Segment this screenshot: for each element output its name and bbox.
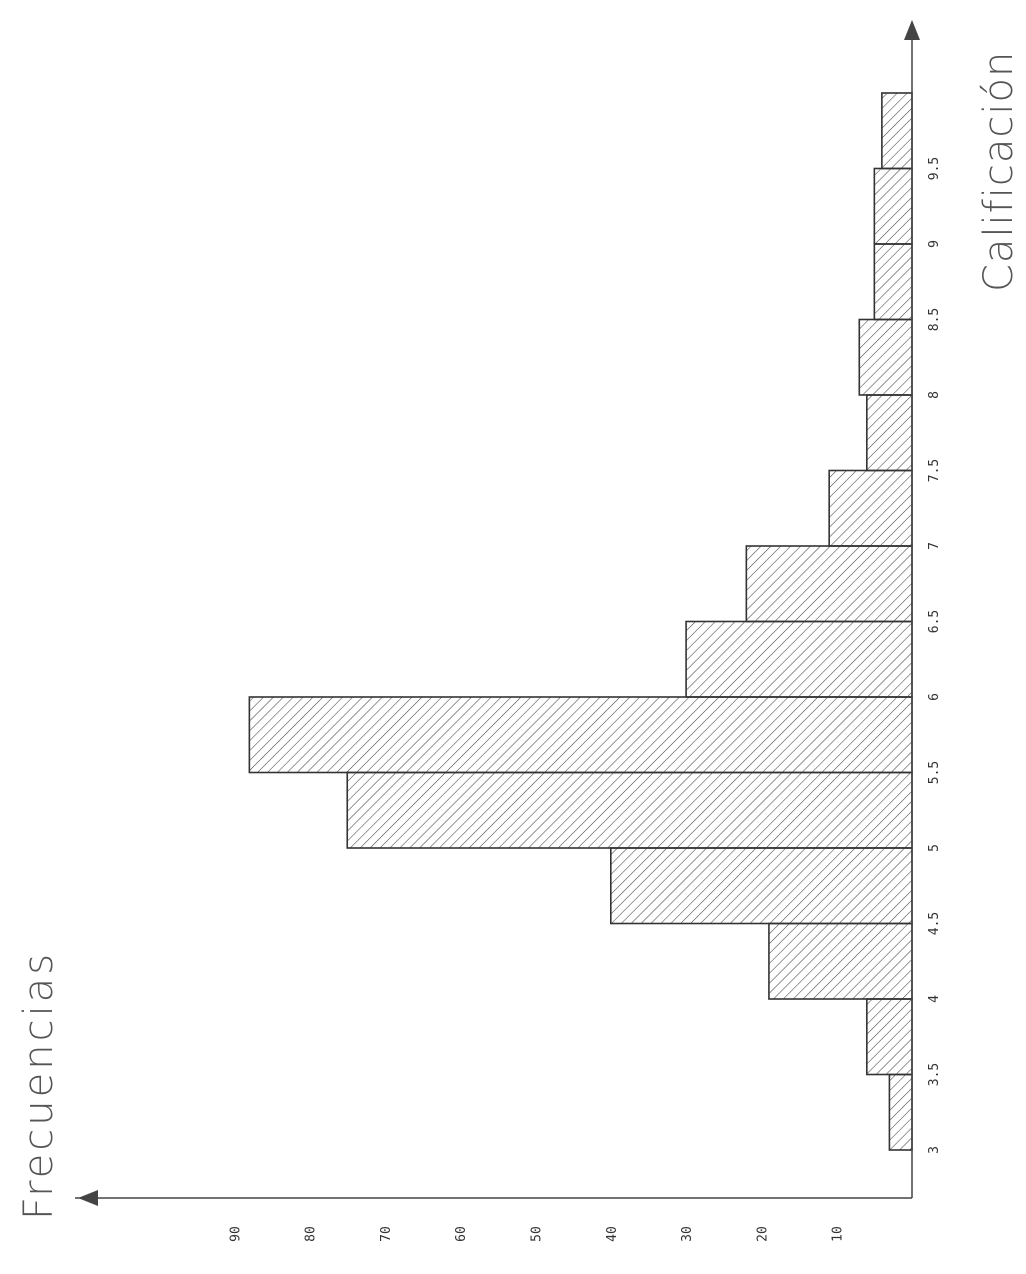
y-tick-label: 30: [680, 1226, 695, 1242]
bar-7: [828, 469, 913, 547]
x-tick-label: 5: [927, 844, 942, 852]
x-tick-label: 8: [927, 391, 942, 399]
bar-6: [685, 620, 913, 698]
bar-8: [858, 318, 913, 396]
x-axis-title: Calificación: [976, 51, 1022, 292]
y-tick-label: 50: [530, 1226, 545, 1242]
x-tick-label: 3: [927, 1146, 942, 1154]
y-tick-label: 20: [755, 1226, 770, 1242]
x-tick-label: 5.5: [927, 761, 942, 784]
bar-3: [888, 1073, 913, 1151]
y-tick-label: 90: [228, 1226, 243, 1242]
x-tick-label: 4: [927, 995, 942, 1003]
bar-3.5: [866, 998, 913, 1076]
x-tick-label: 6.5: [927, 610, 942, 633]
x-tick-label: 6: [927, 693, 942, 701]
bar-5.5: [248, 696, 913, 774]
x-tick-label: 8.5: [927, 308, 942, 331]
x-tick-label: 7: [927, 542, 942, 550]
y-tick-label: 60: [454, 1226, 469, 1242]
ticks-layer: 3 3.5 4 4.5 5 5.5 6 6.5 7 7.5 8 8.5 9 9.5 10 20 30 40 50 60…: [228, 157, 942, 1242]
category-axis-arrow-icon: [904, 20, 920, 40]
x-tick-label: 4.5: [927, 912, 942, 935]
bar-5: [346, 771, 913, 849]
bar-6.5: [745, 545, 913, 623]
y-tick-label: 70: [379, 1226, 394, 1242]
bar-9.5: [881, 92, 913, 170]
bar-9: [873, 167, 913, 245]
x-tick-label: 9.5: [927, 157, 942, 180]
y-tick-label: 40: [605, 1226, 620, 1242]
bars-layer: [248, 92, 913, 1151]
y-axis-title: Frecuencias: [16, 951, 62, 1220]
bar-4: [768, 922, 913, 1000]
x-tick-label: 9: [927, 240, 942, 248]
x-tick-label: 3.5: [927, 1063, 942, 1086]
bar-8.5: [873, 243, 913, 321]
axes-layer: [75, 20, 920, 1206]
frequency-axis-arrow-icon: [78, 1190, 98, 1206]
bar-4.5: [609, 847, 913, 925]
bar-7.5: [866, 394, 913, 472]
y-tick-label: 10: [831, 1226, 846, 1242]
y-tick-label: 80: [304, 1226, 319, 1242]
x-tick-label: 7.5: [927, 459, 942, 482]
